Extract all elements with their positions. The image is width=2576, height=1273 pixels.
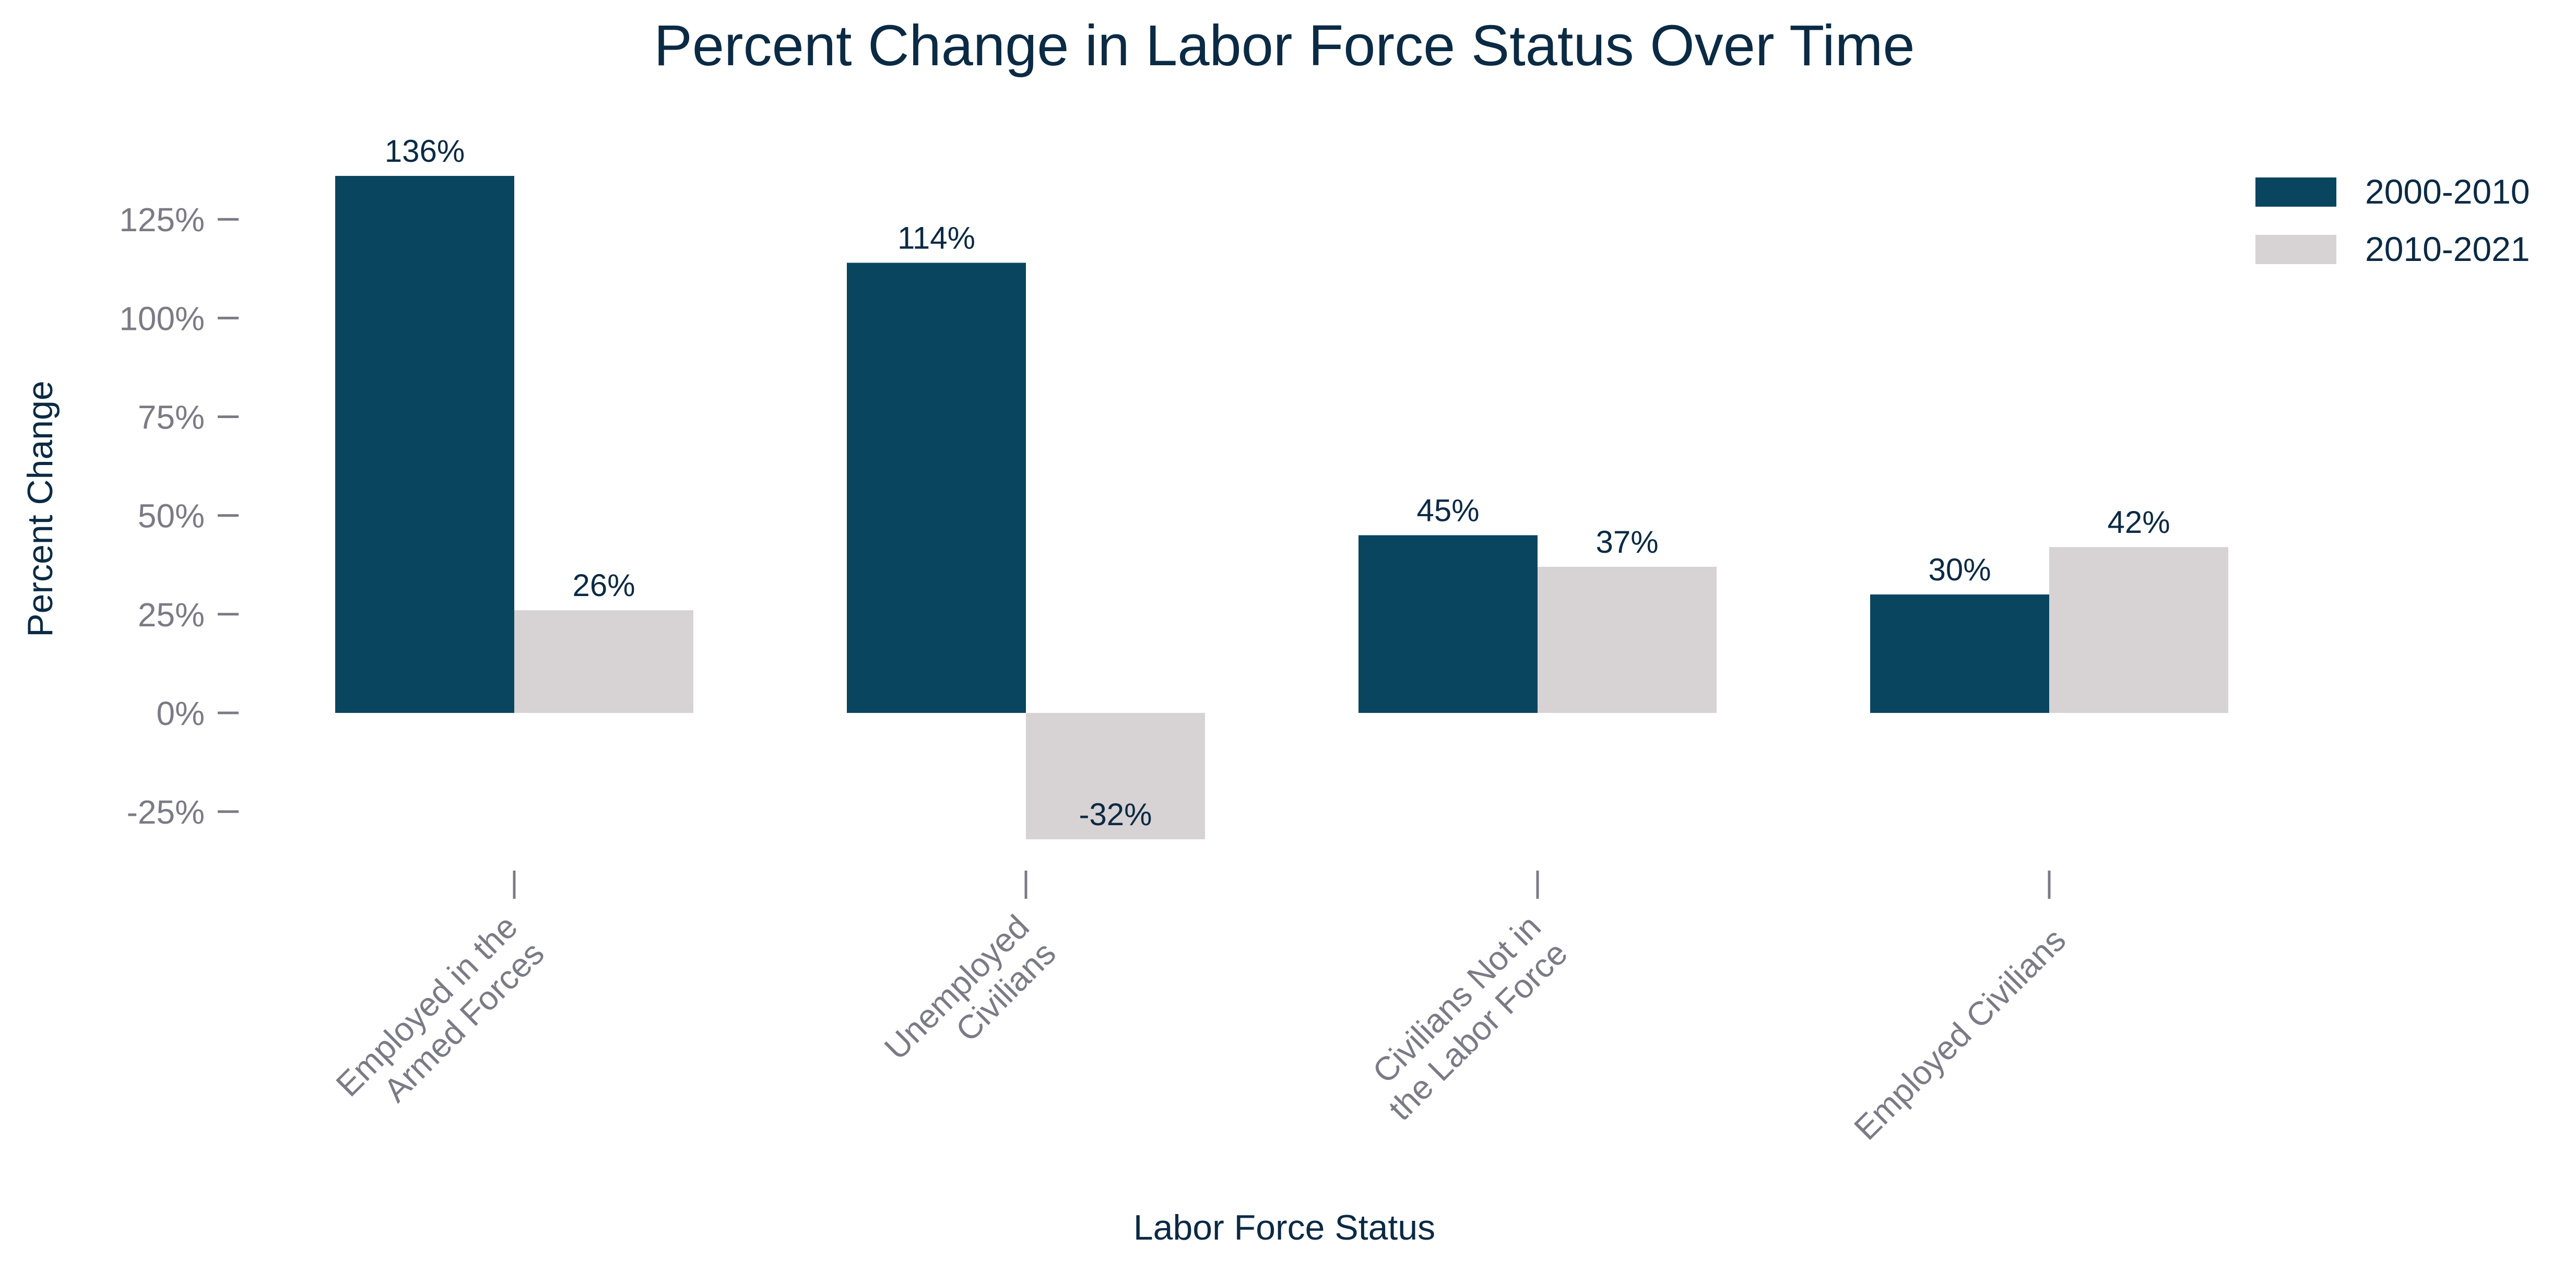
legend-swatch xyxy=(2255,177,2336,207)
bar-value-label: 37% xyxy=(1596,525,1658,560)
bar-value-label: 26% xyxy=(572,568,635,603)
y-tick-label: 75% xyxy=(138,398,205,436)
bar xyxy=(335,176,514,713)
legend-label: 2000-2010 xyxy=(2365,172,2530,211)
bar-value-label: -32% xyxy=(1079,797,1152,832)
legend-label: 2010-2021 xyxy=(2365,230,2530,268)
bar-value-label: 136% xyxy=(385,134,465,169)
bar xyxy=(847,263,1026,713)
bar xyxy=(514,610,693,713)
x-axis-label: Labor Force Status xyxy=(1133,1208,1435,1247)
bar-value-labels: 136% 114% 45% 30% 26% -32% 37% 42% xyxy=(385,134,2170,832)
x-tick-label: Employed Civilians xyxy=(1847,921,2073,1147)
y-tick-label: 100% xyxy=(119,300,205,337)
bar xyxy=(1026,712,1205,839)
y-tick-label: 125% xyxy=(119,201,205,239)
x-tick-label: Employed in theArmed Forces xyxy=(329,908,551,1130)
bar xyxy=(2049,547,2228,713)
bar xyxy=(1358,535,1538,713)
bar xyxy=(1538,566,1717,713)
y-tick-label: 25% xyxy=(138,596,205,634)
y-tick-label: 0% xyxy=(157,695,205,732)
x-tick-label-line: Employed Civilians xyxy=(1847,921,2073,1147)
x-tick-label: Civilians Not inthe Labor Force xyxy=(1355,908,1575,1127)
y-tick-label: -25% xyxy=(127,793,205,831)
y-axis: -25% 0% 25% 50% 75% 100% 125% xyxy=(119,201,239,831)
bar-value-label: 42% xyxy=(2107,505,2170,540)
legend: 2000-2010 2010-2021 xyxy=(2255,172,2530,268)
x-axis: Employed in theArmed Forces UnemployedCiv… xyxy=(329,871,2073,1147)
bars xyxy=(335,176,2228,839)
legend-swatch xyxy=(2255,235,2336,264)
bar-value-label: 114% xyxy=(897,220,975,255)
bar xyxy=(1870,594,2049,713)
bar-value-label: 30% xyxy=(1928,552,1991,587)
y-tick-label: 50% xyxy=(138,497,205,535)
x-tick-label: UnemployedCivilians xyxy=(877,908,1063,1093)
bar-value-label: 45% xyxy=(1416,493,1479,528)
chart-title: Percent Change in Labor Force Status Ove… xyxy=(654,14,1915,78)
y-axis-label: Percent Change xyxy=(20,380,60,637)
